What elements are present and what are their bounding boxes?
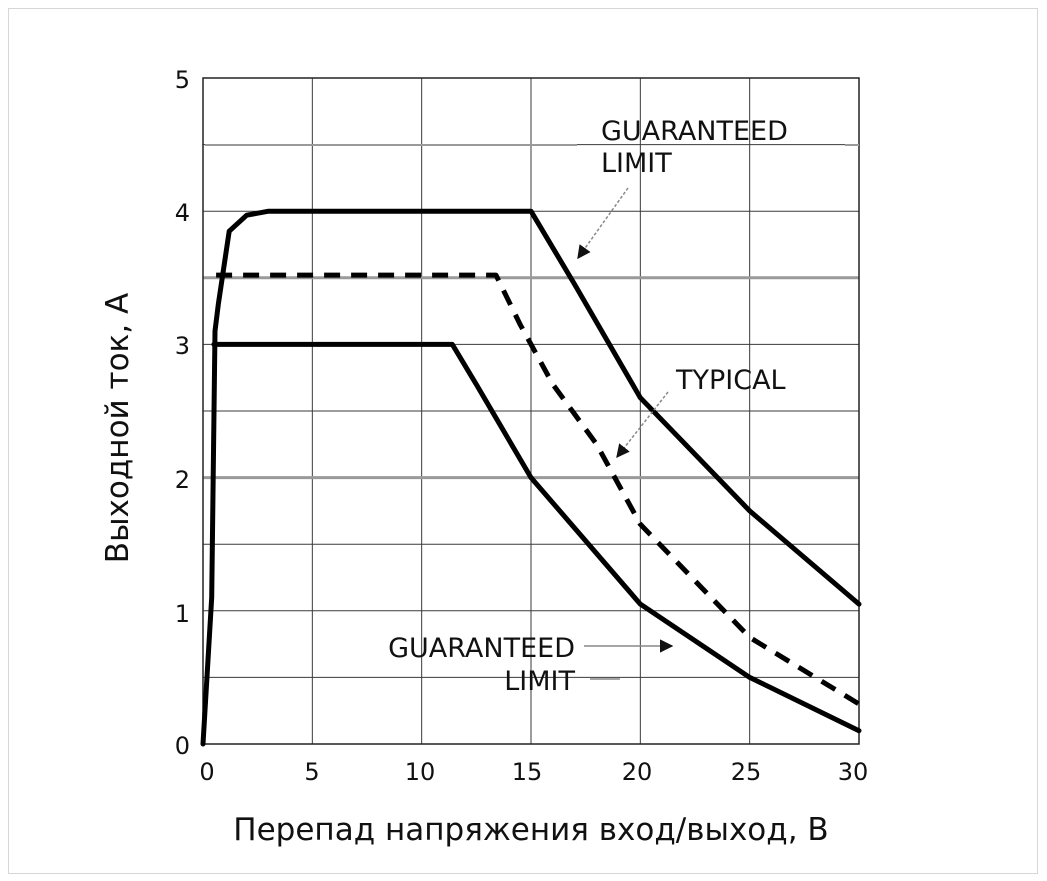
annotation-typical: TYPICAL xyxy=(675,365,786,396)
y-tick-label-0: 0 xyxy=(175,732,190,760)
x-tick-label-3: 15 xyxy=(512,758,543,786)
chart-frame xyxy=(8,8,1038,874)
annotation-upper-line2: LIMIT xyxy=(601,148,672,179)
x-tick-label-1: 5 xyxy=(304,758,319,786)
y-tick-label-3: 3 xyxy=(175,332,190,360)
y-tick-label-2: 2 xyxy=(175,466,190,494)
series-line-1 xyxy=(216,272,861,707)
series-line-2 xyxy=(211,341,862,734)
y-tick-label-5: 5 xyxy=(175,66,190,94)
x-tick-label-5: 25 xyxy=(731,758,762,786)
series-group xyxy=(200,208,862,747)
x-axis-title: Перепад напряжения вход/выход, В xyxy=(233,812,828,848)
annotation-upper-arrow xyxy=(577,187,629,260)
y-tick-label-1: 1 xyxy=(175,600,190,628)
y-tick-label-4: 4 xyxy=(175,199,190,227)
annotation-lower-line2: LIMIT xyxy=(504,666,575,697)
series-line-0 xyxy=(200,208,862,747)
x-tick-label-2: 10 xyxy=(405,758,436,786)
x-tick-label-0: 0 xyxy=(199,758,214,786)
annotation-typical-arrow xyxy=(616,391,669,459)
annotation-upper-line1: GUARANTEED xyxy=(601,116,788,147)
y-axis-title: Выходной ток, А xyxy=(100,293,136,563)
x-tick-label-4: 20 xyxy=(622,758,653,786)
annotation-lower-line1: GUARANTEED xyxy=(388,633,575,664)
plot-border xyxy=(202,77,860,745)
x-tick-label-6: 30 xyxy=(838,758,869,786)
